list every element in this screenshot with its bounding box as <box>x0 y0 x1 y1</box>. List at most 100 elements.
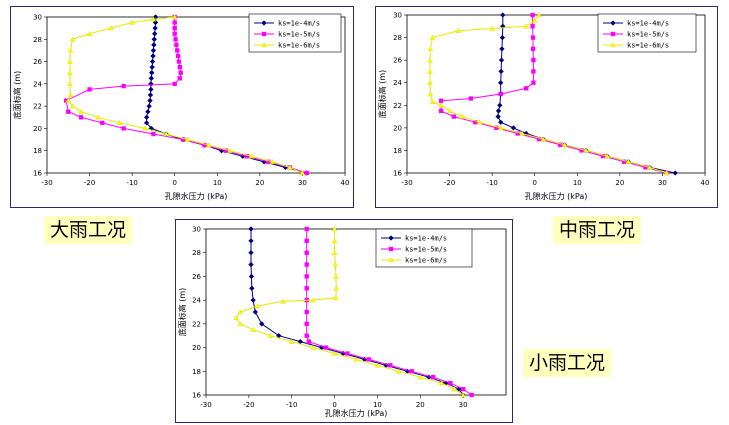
data-point <box>248 249 254 256</box>
data-point <box>152 19 159 26</box>
data-point <box>150 53 156 59</box>
caption-moderate-rain: 中雨工况 <box>553 216 642 244</box>
legend: ks=1e-4m/s ks=1e-5m/s ks=1e-6m/s <box>597 13 697 53</box>
y-axis-label: 底面标高 (m) <box>12 71 22 120</box>
data-point <box>427 57 433 63</box>
data-point <box>149 64 155 70</box>
y-axis-label: 底面标高 (m) <box>177 288 187 337</box>
data-point <box>172 25 177 31</box>
data-point <box>173 37 178 42</box>
chart-light-rain: -30 -20 -10 0 10 20 30 16 18 20 22 24 26 28 30 孔隙水压力 (k… <box>177 226 507 418</box>
data-point <box>172 31 177 36</box>
data-point <box>451 114 456 119</box>
y-tick-label: 22 <box>192 320 201 328</box>
legend-entry: ks=1e-6m/s <box>627 42 669 50</box>
data-point <box>249 285 255 292</box>
legend-entry: ks=1e-5m/s <box>278 31 320 39</box>
data-point <box>227 147 233 153</box>
data-point <box>427 79 433 85</box>
y-axis-label: 底面标高 (m) <box>377 70 387 119</box>
data-point <box>621 159 627 164</box>
data-point <box>489 25 495 31</box>
data-point <box>248 261 254 268</box>
data-point <box>306 339 312 344</box>
x-tick-label: -10 <box>286 401 297 409</box>
data-point <box>531 57 536 63</box>
data-point <box>604 153 610 159</box>
data-point <box>498 68 504 75</box>
chart-panel-moderate-rain: -30 -20 -10 0 10 20 30 40 16 18 20 22 24 26 28 30 孔隙水压力 … <box>375 6 718 208</box>
x-tick-label: 0 <box>332 401 336 409</box>
data-point <box>269 159 276 164</box>
y-tick-label: 20 <box>192 344 201 352</box>
data-point <box>252 309 259 315</box>
data-point <box>498 57 505 63</box>
data-point <box>69 36 76 42</box>
chart-panel-light-rain: -30 -20 -10 0 10 20 30 16 18 20 22 24 26 28 30 孔隙水压力 (k… <box>175 219 513 423</box>
x-tick-label: 40 <box>701 179 710 187</box>
y-tick-label: 18 <box>393 147 402 155</box>
data-point <box>438 108 444 114</box>
data-point <box>174 42 179 48</box>
data-point <box>672 170 678 176</box>
data-point <box>531 80 536 85</box>
data-point <box>151 30 158 37</box>
data-point <box>331 350 338 356</box>
data-point <box>304 321 309 327</box>
x-tick-label: -10 <box>486 179 497 187</box>
data-point <box>78 108 84 114</box>
data-point <box>181 137 186 142</box>
data-point <box>176 59 182 64</box>
data-point <box>67 69 73 75</box>
data-point <box>610 31 616 37</box>
data-point <box>172 20 177 25</box>
y-tick-label: 24 <box>33 80 42 88</box>
data-point <box>600 153 605 159</box>
data-point <box>429 99 436 105</box>
data-point <box>499 34 506 41</box>
data-point <box>460 392 466 398</box>
data-point <box>333 285 340 291</box>
data-point <box>177 64 182 70</box>
data-point <box>304 226 309 232</box>
data-point <box>333 294 339 300</box>
data-point <box>304 262 309 267</box>
data-point <box>476 119 483 125</box>
data-point <box>459 113 466 119</box>
data-point <box>66 109 71 114</box>
data-point <box>223 148 228 153</box>
x-tick-label: -30 <box>401 179 412 187</box>
data-point <box>409 369 414 374</box>
data-point <box>310 297 316 303</box>
data-point <box>95 114 101 120</box>
data-point <box>67 92 74 98</box>
data-point <box>446 108 453 114</box>
data-point <box>172 81 177 87</box>
data-point <box>333 273 339 279</box>
data-point <box>519 130 525 136</box>
data-point <box>430 375 436 380</box>
data-point <box>150 16 157 22</box>
data-point <box>583 147 589 153</box>
series-line <box>65 17 307 174</box>
data-point <box>523 23 529 29</box>
legend: ks=1e-4m/s ks=1e-5m/s ks=1e-6m/s <box>248 13 342 53</box>
data-point <box>610 20 616 26</box>
plot-area <box>205 228 507 396</box>
data-point <box>67 47 74 53</box>
data-point <box>67 81 73 86</box>
data-point <box>146 103 152 109</box>
data-point <box>531 69 536 74</box>
x-tick-label: 20 <box>255 179 264 187</box>
y-tick-label: 28 <box>192 249 201 257</box>
legend-entry: ks=1e-6m/s <box>278 42 320 50</box>
data-point <box>497 119 504 125</box>
data-point <box>530 46 536 52</box>
data-point <box>261 31 267 37</box>
x-tick-label: 30 <box>298 179 307 187</box>
data-point <box>248 273 255 280</box>
data-point <box>469 392 474 398</box>
data-point <box>536 136 542 142</box>
data-point <box>237 309 244 315</box>
y-tick-label: 26 <box>33 58 42 66</box>
